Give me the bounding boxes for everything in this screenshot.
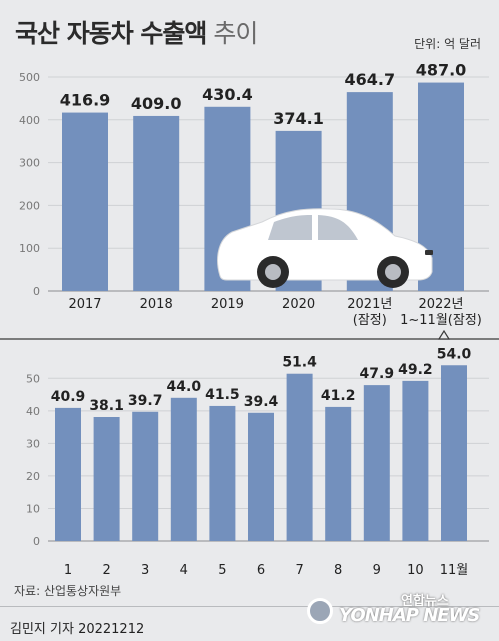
car-window-rear xyxy=(318,215,358,240)
y-tick-label: 20 xyxy=(26,470,40,483)
bar xyxy=(62,112,108,291)
data-label: 44.0 xyxy=(167,379,202,395)
x-tick-label: 8 xyxy=(334,563,342,578)
y-tick-label: 40 xyxy=(26,405,40,418)
yonhap-logo: 연합뉴스 YONHAP NEWS xyxy=(307,590,487,630)
x-tick-label: 2021년 (잠정) xyxy=(347,297,392,328)
y-tick-label: 300 xyxy=(19,157,40,170)
connector-pointer xyxy=(437,329,451,340)
bar xyxy=(441,365,467,541)
data-label: 51.4 xyxy=(282,355,317,371)
source-note: 자료: 산업통상자원부 xyxy=(14,584,122,598)
x-tick-label: 9 xyxy=(373,563,381,578)
x-tick-label: 2022년 1~11월(잠정) xyxy=(400,297,482,328)
y-tick-label: 50 xyxy=(26,372,40,385)
bar xyxy=(132,411,159,541)
x-tick-label: 10 xyxy=(407,563,424,578)
data-label: 41.5 xyxy=(205,387,240,403)
x-tick-label: 1 xyxy=(64,563,72,578)
data-label: 54.0 xyxy=(437,346,472,362)
x-tick-label: 2017 xyxy=(68,297,101,312)
chart-1: 0 100 200 300 400 500 416.9 2017 409.0 2018 430.4 2… xyxy=(19,61,489,328)
bar xyxy=(209,405,236,541)
data-label: 409.0 xyxy=(131,94,182,113)
y-tick-label: 0 xyxy=(33,285,40,298)
x-tick-label: 6 xyxy=(257,563,265,578)
y-tick-label: 0 xyxy=(33,535,40,548)
chart-title: 국산 자동차 수출액 추이 xyxy=(15,14,258,50)
data-label: 41.2 xyxy=(321,388,356,404)
data-label: 39.4 xyxy=(244,394,279,410)
title-sub: 추이 xyxy=(213,19,258,48)
x-tick-label: 4 xyxy=(180,563,188,578)
bar xyxy=(363,385,390,541)
data-label: 47.9 xyxy=(360,366,395,382)
bar xyxy=(55,407,81,541)
x-tick-label: 7 xyxy=(295,563,303,578)
bar xyxy=(170,397,197,541)
x-tick-label: 2020 xyxy=(282,297,315,312)
data-label: 487.0 xyxy=(416,61,467,80)
x-tick-label: 2 xyxy=(102,563,110,578)
y-tick-label: 100 xyxy=(19,242,40,255)
y-tick-label: 500 xyxy=(19,71,40,84)
x-tick-label: 5 xyxy=(218,563,226,578)
bar xyxy=(325,406,352,541)
data-label: 49.2 xyxy=(398,362,433,378)
y-tick-label: 400 xyxy=(19,114,40,127)
byline: 김민지 기자 20221212 xyxy=(10,622,145,637)
data-label: 38.1 xyxy=(89,398,124,414)
x-tick-label: 3 xyxy=(141,563,149,578)
bar xyxy=(248,412,274,541)
data-label: 374.1 xyxy=(273,109,324,128)
logo-korean: 연합뉴스 xyxy=(401,594,449,609)
x-tick-label: 11월 xyxy=(440,563,469,578)
sedan-car-icon xyxy=(217,208,433,288)
data-label: 464.7 xyxy=(344,70,395,89)
chart-2: 0 10 20 30 40 50 40.9 1 38.1 2 39.7 3 44.0 4 41.5 5 39.4… xyxy=(26,346,489,578)
y-tick-label: 30 xyxy=(26,437,40,450)
yonhap-emblem-icon xyxy=(307,598,333,624)
data-label: 416.9 xyxy=(60,91,111,110)
title-main: 국산 자동차 수출액 xyxy=(15,19,207,48)
y-tick-label: 200 xyxy=(19,199,40,212)
unit-label: 단위: 억 달러 xyxy=(414,37,481,51)
car-window-front xyxy=(268,215,312,240)
car-headlight xyxy=(425,250,433,255)
x-tick-label: 2019 xyxy=(211,297,244,312)
car-hubcap xyxy=(385,264,401,280)
bar xyxy=(402,380,429,541)
logo-english: YONHAP NEWS xyxy=(339,605,480,626)
bar xyxy=(286,373,313,541)
y-tick-label: 10 xyxy=(26,502,40,515)
data-label: 430.4 xyxy=(202,85,253,104)
footer-divider xyxy=(0,606,499,607)
x-tick-label: 2018 xyxy=(140,297,173,312)
bar xyxy=(93,417,120,541)
car-hubcap xyxy=(265,264,281,280)
data-label: 40.9 xyxy=(51,389,86,405)
bar xyxy=(133,115,180,291)
data-label: 39.7 xyxy=(128,393,163,409)
